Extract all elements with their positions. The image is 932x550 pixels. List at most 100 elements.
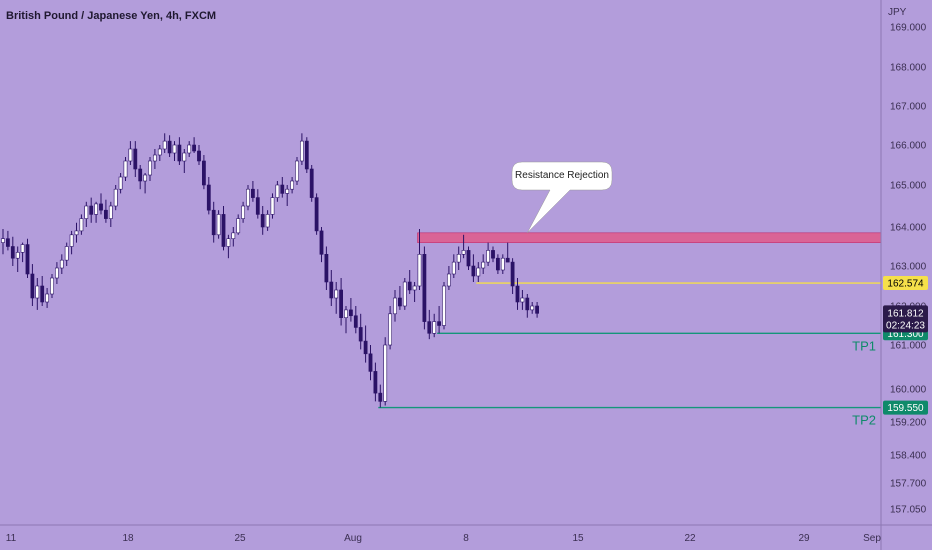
candle-body-bear xyxy=(535,305,540,314)
candle-body-bear xyxy=(422,254,427,322)
candle-body-bear xyxy=(309,168,314,198)
candles-layer xyxy=(1,133,540,408)
candle-body-bear xyxy=(397,297,402,307)
last-price-countdown: 02:24:23 xyxy=(886,320,925,331)
candle-body-bull xyxy=(20,244,25,253)
x-tick-label: Aug xyxy=(344,533,362,544)
candle-body-bear xyxy=(525,297,530,311)
candle xyxy=(285,185,290,206)
candle-body-bear xyxy=(6,238,10,247)
candle xyxy=(172,141,177,161)
candle xyxy=(251,181,255,202)
candle xyxy=(304,137,309,173)
candle xyxy=(148,157,152,181)
candle-body-bear xyxy=(104,209,108,219)
candle-body-bear xyxy=(280,184,285,194)
candle-body-bull xyxy=(123,160,128,178)
candle-body-bull xyxy=(285,188,290,194)
candle-body-bull xyxy=(113,188,118,207)
entry-line-tag xyxy=(883,276,928,291)
candle xyxy=(309,165,314,202)
y-tick-label: 163.000 xyxy=(890,262,927,273)
candle-body-bull xyxy=(50,277,54,295)
candle-body-bear xyxy=(437,321,442,326)
x-tick-label: 8 xyxy=(463,533,469,544)
candle-body-bull xyxy=(442,285,446,326)
candle xyxy=(397,286,402,310)
candle-body-bull xyxy=(143,174,148,182)
candle xyxy=(99,193,103,215)
candle xyxy=(133,141,138,177)
y-tick-label: 159.200 xyxy=(890,418,927,429)
candle xyxy=(471,254,476,282)
candle xyxy=(466,246,471,270)
candle xyxy=(319,227,324,263)
candle-body-bear xyxy=(304,140,309,170)
candle-body-bull xyxy=(15,252,20,259)
candle-body-bull xyxy=(128,148,133,162)
y-tick-label: 169.000 xyxy=(890,23,927,34)
candle-body-bear xyxy=(378,392,383,402)
x-tick-label: 11 xyxy=(6,533,17,544)
candle xyxy=(25,238,30,278)
candle-body-bear xyxy=(25,244,30,275)
chart-title: British Pound / Japanese Yen, 4h, FXCM xyxy=(6,10,216,22)
candle-body-bull xyxy=(265,214,270,228)
candle-body-bear xyxy=(363,340,368,355)
candle-body-bear xyxy=(373,371,378,394)
candle-body-bull xyxy=(172,144,177,154)
candle-body-bear xyxy=(167,140,172,154)
candle-body-bear xyxy=(251,188,255,198)
y-tick-label: 158.400 xyxy=(890,451,927,462)
candle-body-bear xyxy=(505,257,510,263)
candle xyxy=(510,258,515,294)
candle-body-bull xyxy=(162,140,167,150)
candle xyxy=(525,294,530,318)
callout-bubble xyxy=(511,161,613,234)
candle-body-bear xyxy=(491,250,495,259)
candle-body-bear xyxy=(407,281,412,291)
candle-body-bull xyxy=(148,160,152,176)
candle xyxy=(177,137,182,165)
time-axis[interactable]: 11 18 25 Aug 8 15 22 29 Sep xyxy=(6,533,882,544)
candle-body-bear xyxy=(353,315,358,328)
candle-body-bear xyxy=(89,205,94,215)
candle xyxy=(378,384,383,408)
candle xyxy=(339,278,344,326)
annotation-callout[interactable]: Resistance Rejection xyxy=(511,161,613,234)
candle xyxy=(236,214,241,235)
candle-body-bull xyxy=(246,188,250,207)
candle-body-bull xyxy=(1,238,5,243)
candle-body-bull xyxy=(35,285,40,299)
candle xyxy=(495,254,500,274)
candle xyxy=(45,288,50,308)
candle xyxy=(79,214,84,235)
x-tick-label: Sep xyxy=(863,533,881,544)
candle-body-bear xyxy=(324,254,329,283)
candle-body-bull xyxy=(486,250,491,263)
x-tick-label: 29 xyxy=(798,533,810,544)
x-tick-label: 22 xyxy=(684,533,696,544)
candle-body-bear xyxy=(192,144,197,152)
candle-body-bull xyxy=(344,309,348,318)
candle-body-bull xyxy=(270,197,275,215)
tp1-line-label: TP1 xyxy=(852,338,876,353)
candle xyxy=(10,236,15,266)
candle-body-bull xyxy=(74,230,79,236)
candle-body-bull xyxy=(94,203,99,215)
candle xyxy=(442,282,446,330)
candle-body-bear xyxy=(466,250,471,267)
candle xyxy=(456,246,461,270)
candle-body-bear xyxy=(368,353,373,372)
tp2-line-tag xyxy=(883,400,928,415)
candle xyxy=(20,242,25,263)
resistance-zone[interactable] xyxy=(417,232,882,243)
candle-body-bull xyxy=(69,234,74,247)
candle-body-bull xyxy=(520,297,525,303)
candle xyxy=(299,133,304,165)
candle xyxy=(143,173,148,194)
candle xyxy=(476,262,481,282)
candle-body-bull xyxy=(446,273,451,287)
candle xyxy=(368,345,373,381)
